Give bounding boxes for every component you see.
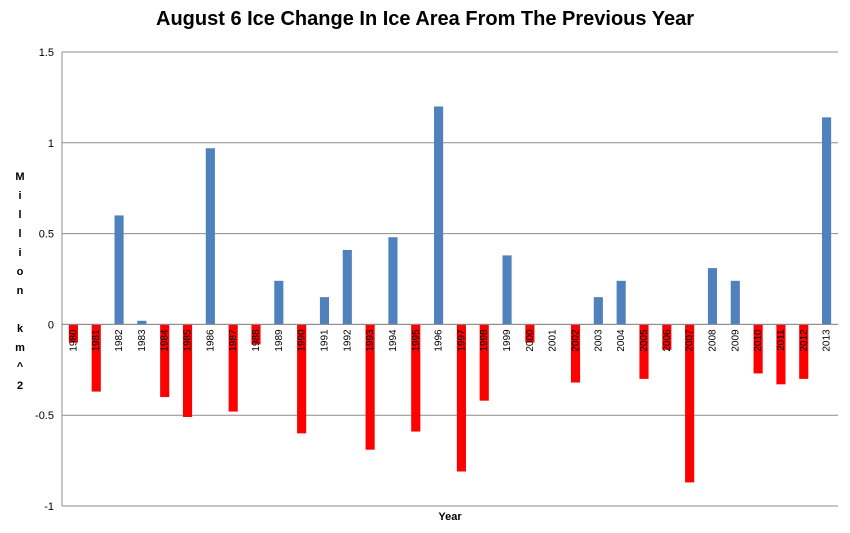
bar-1993 xyxy=(365,324,375,450)
bar-1995 xyxy=(411,324,421,432)
bar-1984 xyxy=(160,324,170,398)
bar-2010 xyxy=(753,324,763,374)
bar-1992 xyxy=(342,249,352,325)
bar-2003 xyxy=(593,297,603,325)
x-tick-label: 2005 xyxy=(639,329,650,352)
bar-1990 xyxy=(297,324,307,434)
bar-1988 xyxy=(251,324,261,345)
bar-2012 xyxy=(799,324,809,379)
x-tick-label: 1989 xyxy=(274,329,285,352)
x-tick-label: 1986 xyxy=(205,329,216,352)
bar-1985 xyxy=(182,324,193,418)
x-tick-label: 1991 xyxy=(319,329,330,352)
x-tick-label: 2000 xyxy=(525,329,536,352)
x-tick-label: 2012 xyxy=(799,329,810,352)
x-tick-label: 2008 xyxy=(707,329,718,352)
y-axis-label-char: l xyxy=(18,209,21,221)
bar-2007 xyxy=(685,324,695,483)
x-tick-label: 1995 xyxy=(411,329,422,352)
x-tick-label: 1982 xyxy=(114,329,125,352)
x-tick-label: 1999 xyxy=(502,329,513,352)
y-axis-label-char: i xyxy=(18,247,21,259)
bar-1994 xyxy=(388,237,398,325)
x-tick-label: 2010 xyxy=(753,329,764,352)
bar-1987 xyxy=(228,324,238,412)
x-tick-label: 2002 xyxy=(571,329,582,352)
y-tick-label: 0.5 xyxy=(39,229,54,241)
x-tick-label: 1997 xyxy=(456,329,467,352)
bar-1980 xyxy=(68,324,78,343)
bar-2004 xyxy=(616,280,626,325)
y-tick-labels: -1 -0.5 0 0.5 1 1.5 xyxy=(35,47,54,513)
bar-1986 xyxy=(205,148,215,325)
bar-2008 xyxy=(707,268,718,325)
bar-1999 xyxy=(502,255,512,325)
x-tick-label: 2006 xyxy=(662,329,673,352)
x-tick-label: 2004 xyxy=(616,329,627,352)
axes xyxy=(61,52,838,506)
x-tick-label: 1987 xyxy=(228,329,239,352)
chart-title: August 6 Ice Change In Ice Area From The… xyxy=(156,8,694,30)
bar-1998 xyxy=(479,324,489,401)
bar-1981 xyxy=(91,324,101,392)
x-tick-label: 2011 xyxy=(776,329,787,351)
y-tick-label: 0 xyxy=(48,319,54,331)
y-axis-label-char: n xyxy=(17,285,24,297)
y-tick-label: -1 xyxy=(44,501,54,513)
x-tick-label: 1981 xyxy=(91,329,102,352)
y-axis-label-char: ^ xyxy=(17,361,24,373)
y-axis-label-char: o xyxy=(17,266,24,278)
x-tick-label: 1993 xyxy=(365,329,376,352)
x-tick-label: 1984 xyxy=(160,329,171,352)
x-tick-label: 1988 xyxy=(251,329,262,352)
bar-2009 xyxy=(730,280,740,325)
bar-2005 xyxy=(639,324,649,379)
gridlines xyxy=(62,51,838,507)
x-tick-label: 1998 xyxy=(479,329,490,352)
x-tick-label: 1990 xyxy=(297,329,308,352)
x-tick-label: 2003 xyxy=(593,329,604,352)
bar-2002 xyxy=(570,324,581,383)
x-tick-label: 1980 xyxy=(68,329,79,352)
x-tick-label: 2009 xyxy=(730,329,741,352)
bars xyxy=(68,106,832,483)
y-axis-label-char: l xyxy=(18,228,21,240)
x-tick-label: 2007 xyxy=(685,329,696,352)
x-tick-label: 1996 xyxy=(434,329,445,352)
bar-2011 xyxy=(776,324,786,385)
x-tick-label: 1985 xyxy=(183,329,194,352)
y-tick-label: 1 xyxy=(48,138,54,150)
y-tick-label: 1.5 xyxy=(39,47,54,59)
bar-1996 xyxy=(434,106,444,325)
y-axis-label-char: 2 xyxy=(17,380,23,392)
bar-1991 xyxy=(319,297,330,325)
x-tick-labels: 1980 1981 1982 1983 1984 1985 1986 1987 1988 1989… xyxy=(68,329,832,352)
y-axis-label-char: m xyxy=(15,342,25,354)
y-tick-label: -0.5 xyxy=(35,410,54,422)
y-axis-label-char: i xyxy=(18,190,21,202)
x-tick-label: 2013 xyxy=(822,329,833,352)
y-axis-label-char: M xyxy=(15,171,24,183)
y-axis-label-char: k xyxy=(17,323,24,335)
x-tick-label: 1994 xyxy=(388,329,399,352)
bar-1989 xyxy=(274,280,284,325)
x-axis-label: Year xyxy=(438,511,462,523)
x-tick-label: 1992 xyxy=(342,329,353,352)
x-tick-label: 1983 xyxy=(137,329,148,352)
bar-2000 xyxy=(525,324,535,343)
bar-1997 xyxy=(456,324,466,472)
bar-2013 xyxy=(822,117,832,325)
bar-2006 xyxy=(662,324,672,350)
bar-1983 xyxy=(137,320,147,325)
bar-1982 xyxy=(114,215,124,325)
x-tick-label: 2001 xyxy=(548,329,559,352)
